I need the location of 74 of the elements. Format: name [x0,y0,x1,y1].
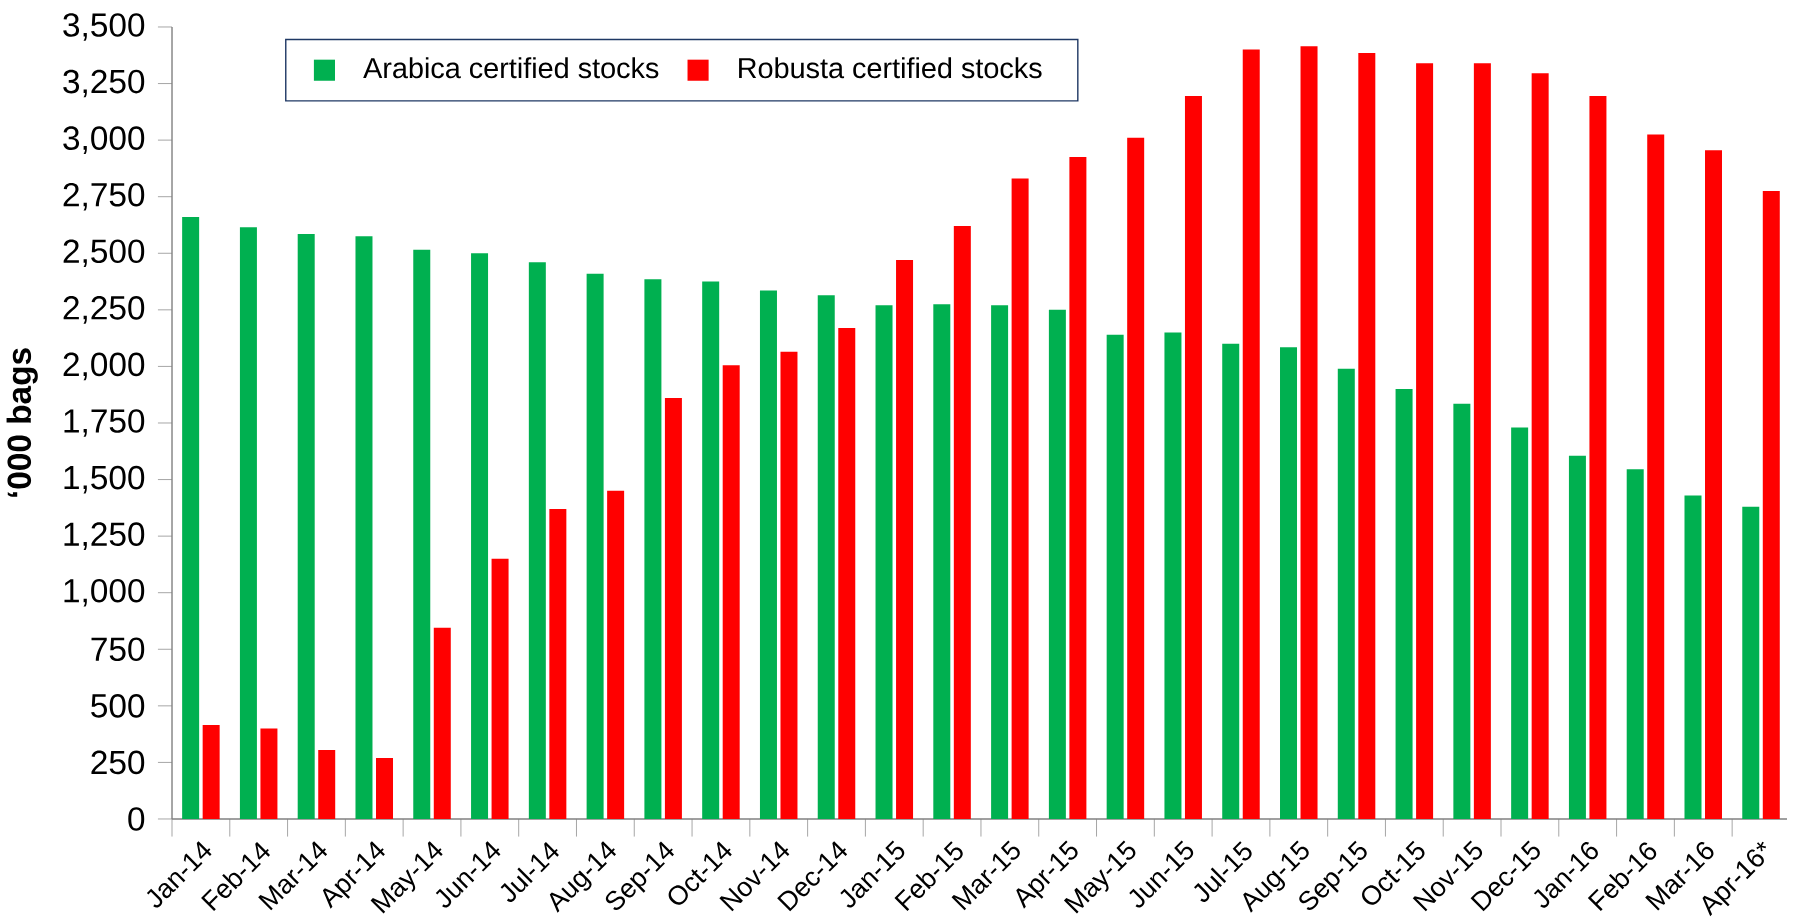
bar [896,260,914,819]
y-tick-label: 250 [91,750,145,775]
bar [1589,95,1607,819]
bar [318,749,336,819]
bar [1184,95,1202,819]
bar [586,273,604,819]
bar [1568,455,1586,819]
bar [817,295,835,819]
y-tick-label: 750 [91,637,145,662]
bar [1647,134,1665,819]
bar [1358,53,1376,819]
bar [413,249,431,819]
bar [491,558,509,819]
bar [376,757,394,819]
bar [702,281,720,819]
bar [239,227,257,819]
y-tick-label: 3,000 [63,126,145,154]
bar [875,305,893,819]
bar [953,226,971,819]
bar [1762,191,1780,819]
y-tick-label: 1,250 [64,522,145,550]
bar [1222,343,1240,819]
bar [1453,403,1471,819]
y-tick-label: 2,250 [63,296,145,324]
y-tick-label: 500 [91,694,145,718]
y-axis-title: ‘000 bags [6,348,38,497]
bar [471,253,489,819]
y-tick-label: 0 [128,807,145,831]
bar [1280,347,1298,819]
bar [1242,49,1260,819]
y-tick-label: 2,500 [63,239,145,268]
bar [1511,427,1529,819]
bar [1300,46,1318,819]
legend-label: Arabica certified stocks [363,57,659,79]
bar [182,217,200,819]
bar [759,290,777,819]
bar [1395,389,1413,819]
bar [260,728,278,819]
y-tick-label: 2,750 [63,182,145,211]
bar [1742,506,1760,819]
bar [528,262,546,819]
y-tick-label: 3,250 [63,69,145,98]
bar [1337,368,1355,819]
bar [1473,63,1491,819]
bar [1106,334,1124,819]
y-tick-label: 1,000 [64,578,145,607]
bar [933,304,951,819]
bar [202,725,220,819]
bar [1705,150,1722,819]
bar [1684,495,1702,819]
y-tick-label: 1,500 [64,465,145,494]
y-tick-label: 3,500 [63,13,145,41]
bar [838,327,856,819]
y-tick-label: 1,750 [64,409,145,437]
bar [780,351,798,819]
y-tick-label: 2,000 [63,352,145,381]
bar [607,490,625,819]
bar [1127,137,1145,819]
bar [644,279,662,819]
bar [355,236,373,819]
legend-label: Robusta certified stocks [739,57,1042,79]
bar [1069,157,1087,819]
bar [1164,332,1182,819]
bar [1626,469,1644,819]
bar [433,627,451,819]
bar [297,234,315,819]
bar [1048,309,1066,819]
bar [1531,73,1549,819]
bar [1416,63,1434,819]
bar [1011,178,1029,819]
bar [549,508,567,819]
bar [991,305,1009,819]
bar [722,365,740,819]
bar [664,398,682,819]
